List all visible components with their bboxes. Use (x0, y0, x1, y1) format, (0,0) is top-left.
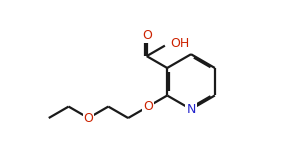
Text: O: O (143, 100, 153, 113)
Text: O: O (142, 29, 152, 42)
Text: O: O (83, 112, 93, 124)
Text: N: N (186, 103, 196, 116)
Text: OH: OH (171, 37, 190, 50)
